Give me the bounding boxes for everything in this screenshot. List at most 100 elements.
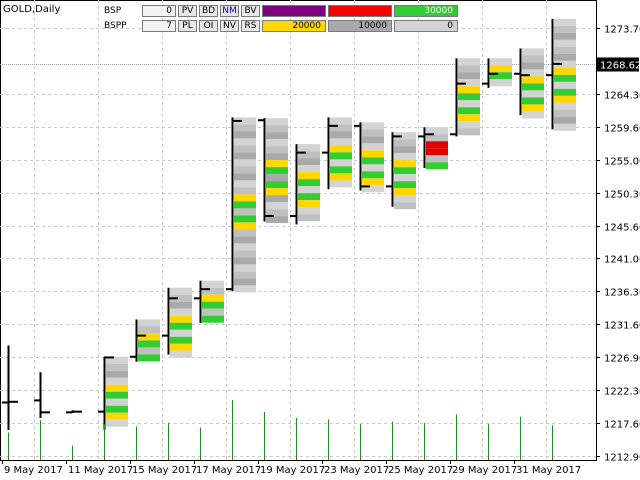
button-pl[interactable]: PL xyxy=(178,20,197,32)
footprint-cell xyxy=(234,285,256,293)
footprint-cell xyxy=(298,165,320,173)
footprint-cell xyxy=(298,207,320,215)
footprint-cell xyxy=(138,326,160,334)
value-box-red[interactable] xyxy=(328,5,392,17)
footprint-cell xyxy=(138,333,160,341)
value-box-gold[interactable]: 20000 xyxy=(262,20,326,32)
footprint-cell xyxy=(554,95,576,103)
footprint-cell xyxy=(554,88,576,96)
footprint-cell xyxy=(458,100,480,108)
footprint-cell xyxy=(426,134,448,142)
footprint-cell xyxy=(330,145,352,153)
row-label-bsp: BSP xyxy=(104,6,122,16)
footprint-cell xyxy=(362,129,384,137)
footprint-cell xyxy=(266,167,288,175)
value-box-lightgray[interactable]: 0 xyxy=(394,20,458,32)
footprint-cell xyxy=(106,363,128,371)
footprint-cell xyxy=(106,377,128,385)
footprint-cell xyxy=(330,173,352,181)
price-tick-label: 1241.00 xyxy=(604,255,640,266)
footprint-cell xyxy=(362,164,384,172)
footprint-cell xyxy=(490,65,512,73)
footprint-cell xyxy=(554,53,576,61)
footprint-cell xyxy=(298,214,320,222)
symbol-title: GOLD,Daily xyxy=(3,4,61,15)
footprint-cell xyxy=(234,278,256,286)
footprint-cell xyxy=(234,229,256,237)
footprint-cell xyxy=(458,58,480,66)
current-price-label: 1268.62 xyxy=(600,61,640,72)
footprint-cell xyxy=(426,155,448,163)
footprint-cell xyxy=(394,188,416,196)
footprint-cell xyxy=(394,146,416,154)
price-tick-label: 1226.90 xyxy=(604,354,640,365)
footprint-cell xyxy=(330,180,352,188)
footprint-cell xyxy=(394,153,416,161)
footprint-cell xyxy=(330,138,352,146)
footprint-cell xyxy=(234,131,256,139)
footprint-cell xyxy=(234,166,256,174)
price-tick-label: 1236.30 xyxy=(604,288,640,299)
footprint-cell xyxy=(554,116,576,124)
footprint-cell xyxy=(458,72,480,80)
footprint-cell xyxy=(234,152,256,160)
footprint-cell xyxy=(170,343,192,351)
footprint-cell xyxy=(522,55,544,63)
footprint-cell xyxy=(554,81,576,89)
count-field-bsp[interactable]: 0 xyxy=(142,5,176,17)
footprint-cell xyxy=(234,236,256,244)
footprint-cell xyxy=(138,340,160,348)
footprint-cell xyxy=(554,32,576,40)
footprint-cell xyxy=(234,257,256,265)
panel-row-bsp: BSP 0 PV BD NM BV 30000 xyxy=(104,4,460,18)
footprint-cell xyxy=(362,136,384,144)
footprint-cell xyxy=(554,74,576,82)
button-nm[interactable]: NM xyxy=(220,5,239,17)
footprint-cell xyxy=(490,72,512,80)
footprint-cell xyxy=(522,111,544,119)
footprint-cell xyxy=(554,102,576,110)
price-tick-label: 1231.60 xyxy=(604,321,640,332)
footprint-cell xyxy=(298,144,320,152)
footprint-cell xyxy=(266,118,288,126)
time-tick-label: 15 May 2017 xyxy=(132,465,197,476)
button-bv[interactable]: BV xyxy=(241,5,260,17)
footprint-cell xyxy=(522,83,544,91)
button-rs[interactable]: RS xyxy=(241,20,260,32)
footprint-cell xyxy=(106,356,128,364)
count-field-bspp[interactable]: 7 xyxy=(142,20,176,32)
footprint-cell xyxy=(458,128,480,136)
time-tick-label: 25 May 2017 xyxy=(388,465,453,476)
footprint-cell xyxy=(522,48,544,56)
footprint-cell xyxy=(362,150,384,158)
footprint-cell xyxy=(394,132,416,140)
footprint-cell xyxy=(458,65,480,73)
footprint-cell xyxy=(490,58,512,66)
footprint-cell xyxy=(106,391,128,399)
button-pv[interactable]: PV xyxy=(178,5,197,17)
time-tick-label: 29 May 2017 xyxy=(452,465,517,476)
footprint-cell xyxy=(298,172,320,180)
button-oi[interactable]: OI xyxy=(199,20,218,32)
footprint-cell xyxy=(234,138,256,146)
button-bd[interactable]: BD xyxy=(199,5,218,17)
footprint-cell xyxy=(554,18,576,26)
value-box-purple[interactable] xyxy=(262,5,326,17)
value-box-green[interactable]: 30000 xyxy=(394,5,458,17)
footprint-cell xyxy=(266,160,288,168)
footprint-cell xyxy=(554,123,576,131)
price-tick-label: 1264.30 xyxy=(604,91,640,102)
price-tick-label: 1255.00 xyxy=(604,157,640,168)
footprint-cell xyxy=(330,159,352,167)
footprint-cell xyxy=(458,121,480,129)
time-tick-label: 19 May 2017 xyxy=(260,465,325,476)
value-box-darkgray[interactable]: 10000 xyxy=(328,20,392,32)
footprint-cell xyxy=(170,294,192,302)
footprint-cell xyxy=(234,173,256,181)
footprint-cell xyxy=(394,195,416,203)
footprint-cell xyxy=(106,370,128,378)
footprint-cell xyxy=(458,107,480,115)
button-nv[interactable]: NV xyxy=(220,20,239,32)
footprint-cell xyxy=(394,160,416,168)
time-tick-label: 9 May 2017 xyxy=(4,465,63,476)
